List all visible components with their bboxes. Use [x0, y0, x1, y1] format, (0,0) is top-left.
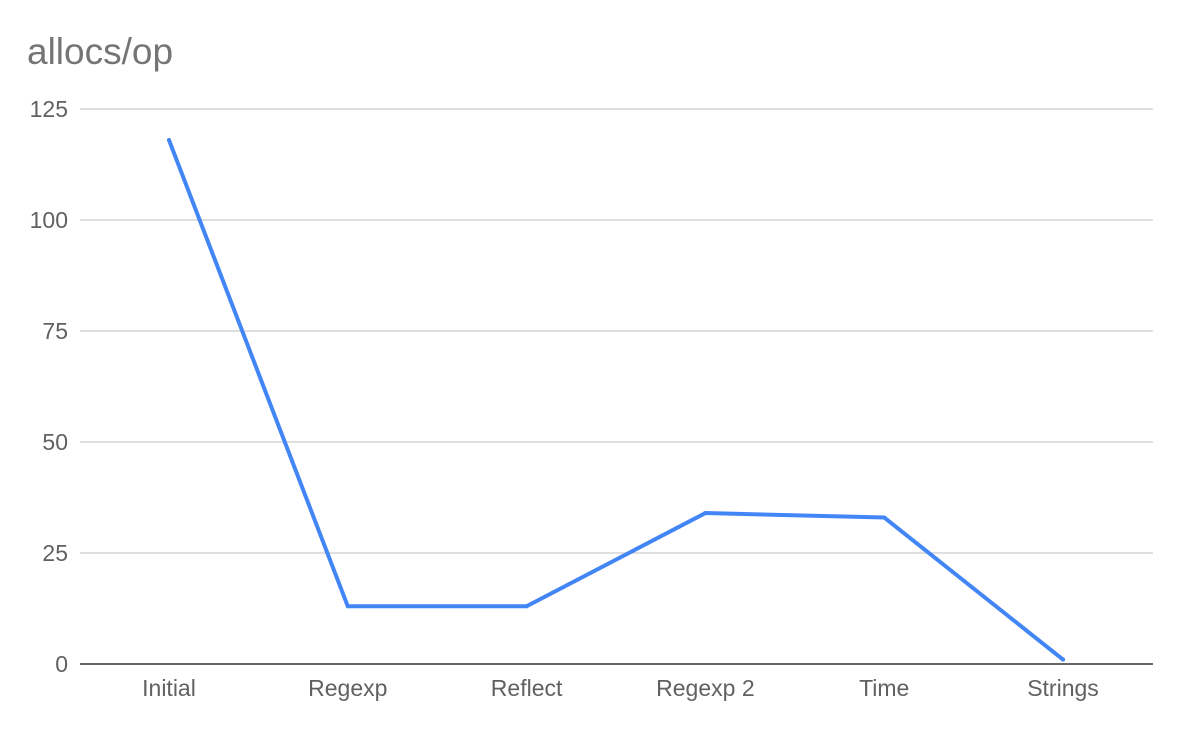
x-axis-ticks: Initial Regexp Reflect Regexp 2 Time Strings	[142, 675, 1099, 701]
x-tick-label: Strings	[1027, 675, 1099, 701]
series-layer	[167, 138, 1065, 662]
x-tick-label: Regexp 2	[656, 675, 754, 701]
data-point	[1061, 657, 1065, 662]
gridlines	[80, 108, 1153, 665]
y-axis-ticks: 0 25 50 75 100 125	[30, 96, 68, 677]
y-tick-label: 125	[30, 96, 68, 122]
y-tick-label: 100	[30, 207, 68, 233]
data-point	[703, 511, 708, 516]
data-point	[345, 604, 350, 609]
series-line	[167, 138, 1065, 662]
x-tick-label: Regexp	[308, 675, 387, 701]
y-tick-label: 0	[55, 651, 68, 677]
chart-title: allocs/op	[27, 31, 173, 72]
data-point	[167, 138, 171, 143]
x-tick-label: Time	[859, 675, 909, 701]
data-point	[882, 515, 887, 520]
y-tick-label: 50	[42, 429, 68, 455]
y-tick-label: 75	[42, 318, 68, 344]
x-tick-label: Reflect	[491, 675, 563, 701]
y-tick-label: 25	[42, 540, 68, 566]
x-tick-label: Initial	[142, 675, 196, 701]
data-point	[524, 604, 529, 609]
